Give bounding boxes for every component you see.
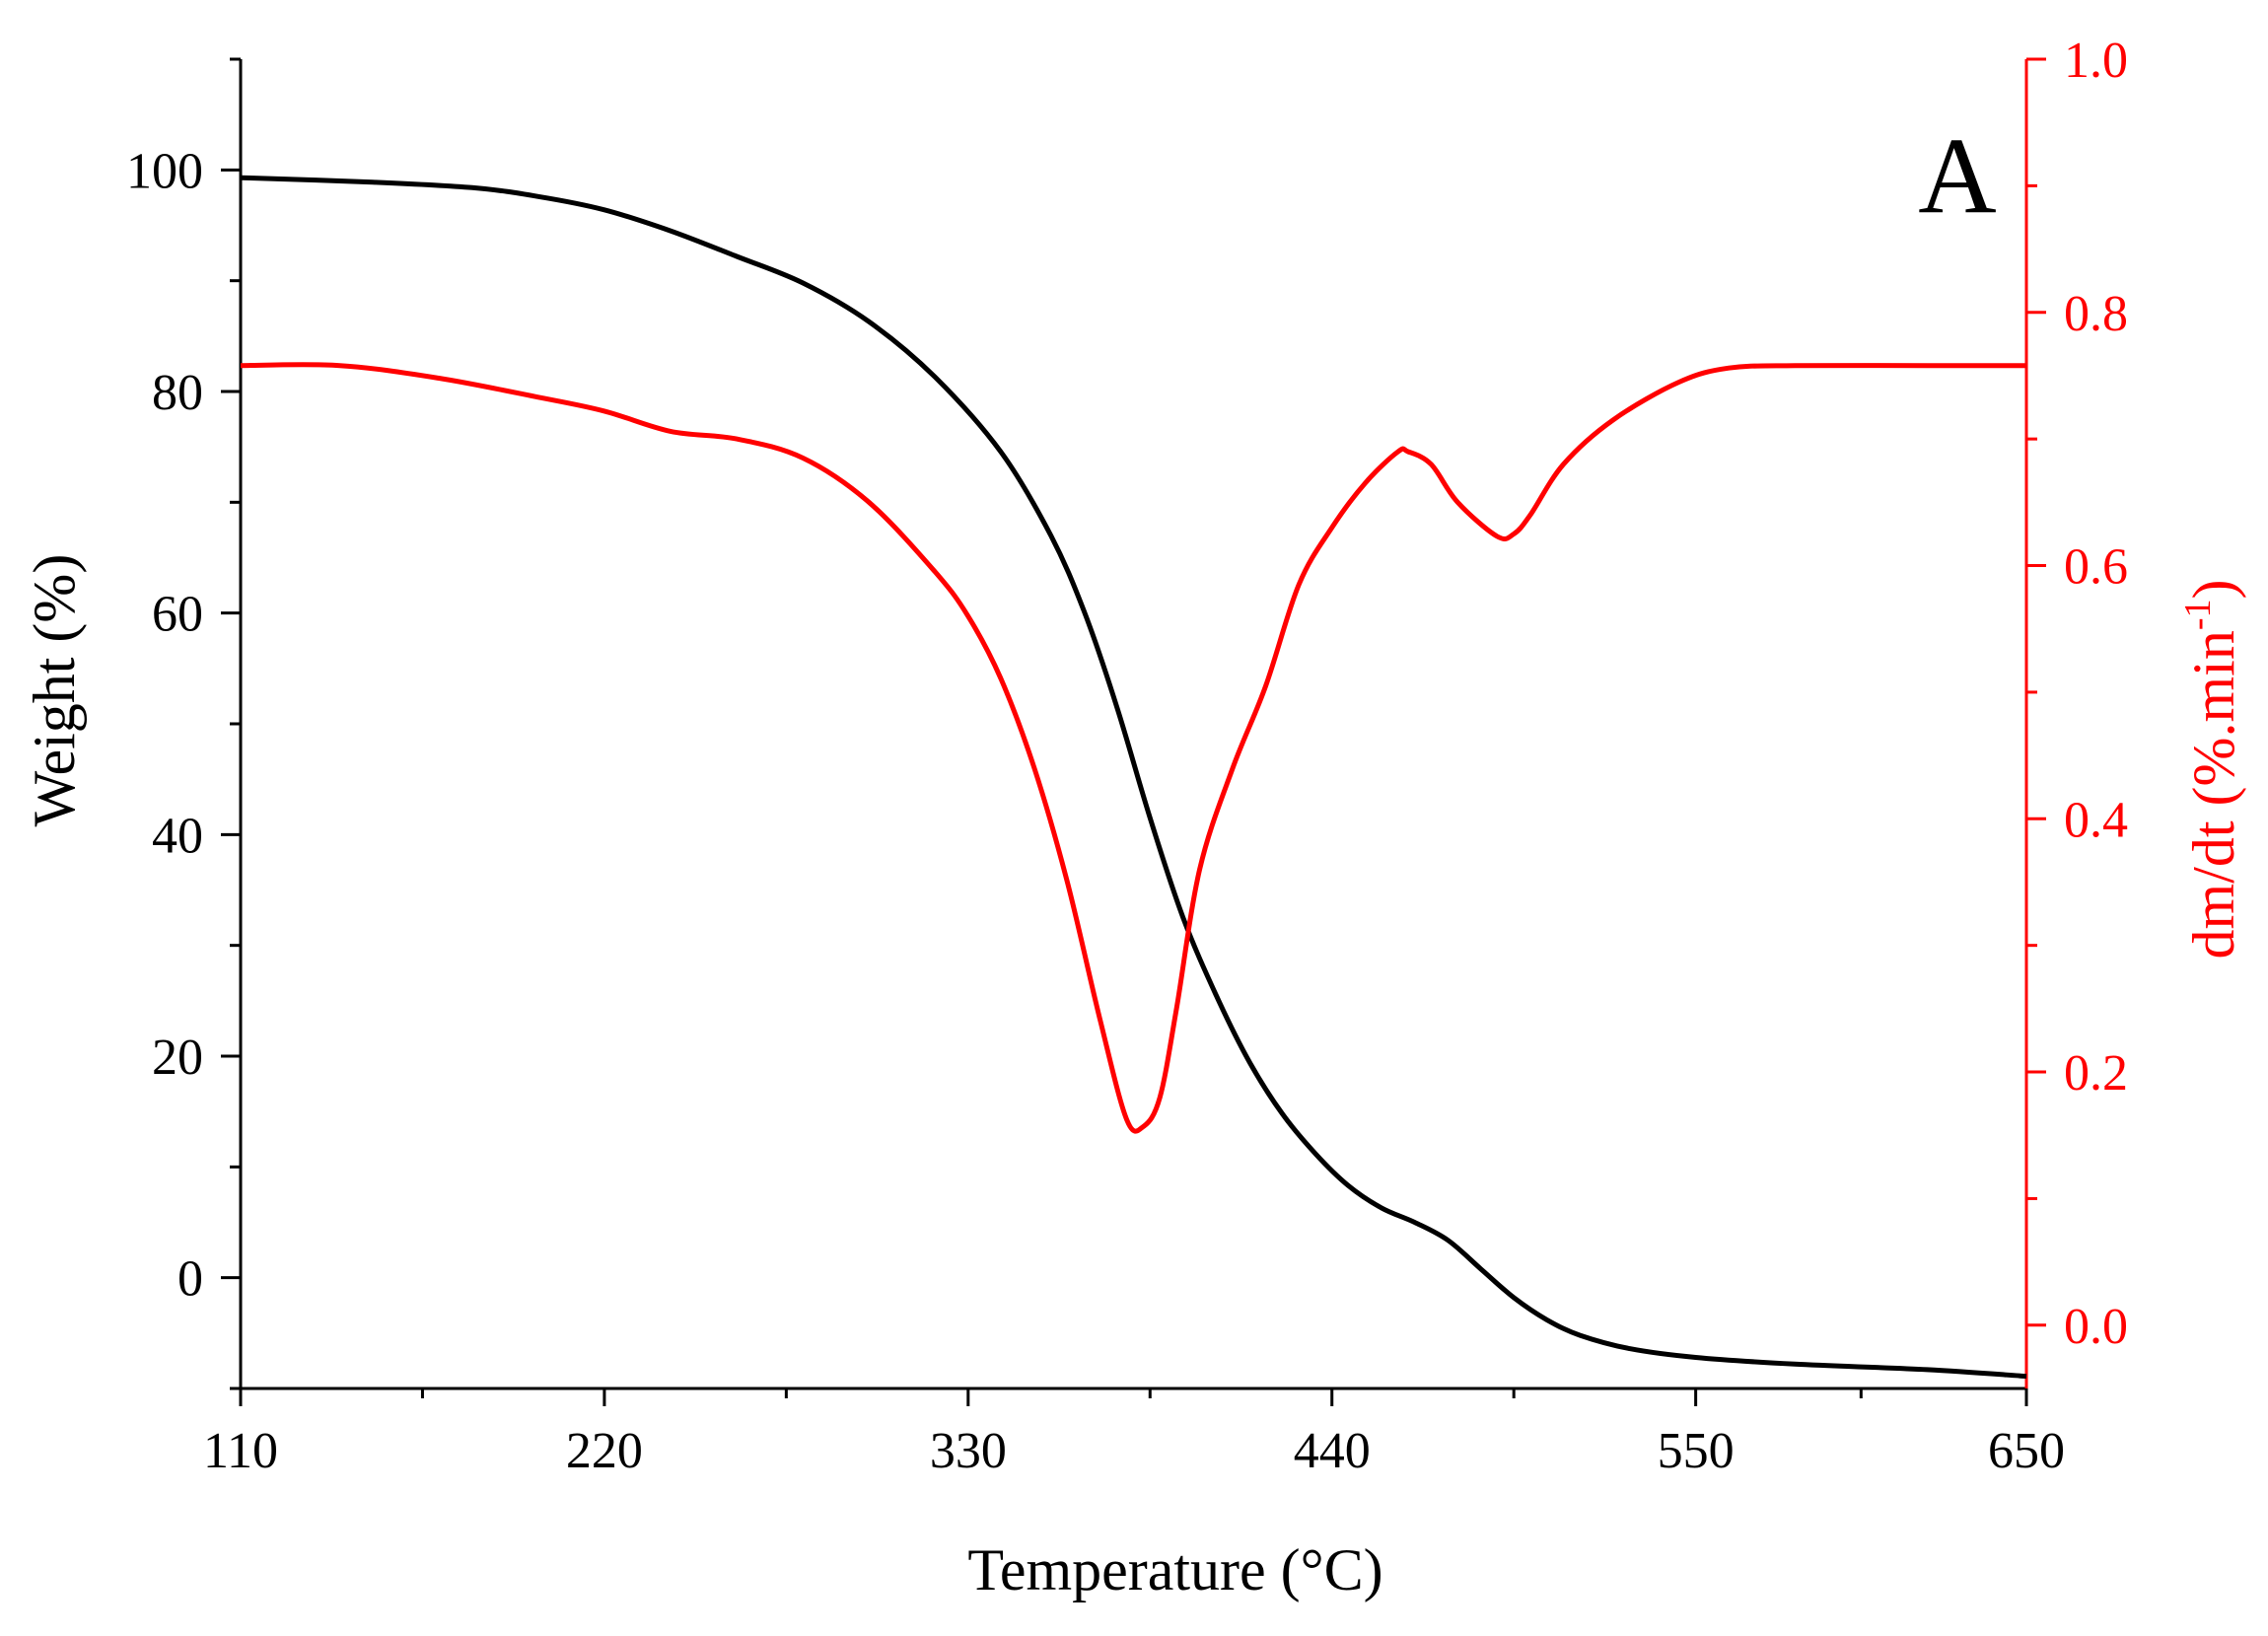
x-tick-label: 440 — [1294, 1423, 1371, 1479]
y-axis-right-title-base: dm/dt (%.min — [2181, 630, 2246, 959]
y-right-tick-label: 0.8 — [2064, 286, 2128, 342]
y-axis-right-title-sup: -1 — [2177, 600, 2219, 631]
y-left-tick-label: 80 — [152, 365, 203, 421]
x-tick-label: 330 — [930, 1423, 1007, 1479]
ticks-layer: 110 220 330 440 550 650 0 20 40 60 80 100 0.0 0.2 0.4 0… — [126, 33, 2128, 1479]
y-left-tick-label: 20 — [152, 1030, 203, 1086]
y-right-tick-label: 0.4 — [2064, 792, 2128, 848]
y-right-tick-label: 0.6 — [2064, 539, 2128, 596]
x-tick-label: 110 — [203, 1423, 278, 1479]
dmdt-series-line — [240, 362, 2026, 1134]
y-axis-left-title: Weight (%) — [22, 554, 87, 827]
y-right-tick-label: 0.0 — [2064, 1299, 2128, 1355]
x-tick-label: 220 — [566, 1423, 643, 1479]
y-right-tick-label: 0.2 — [2064, 1045, 2128, 1102]
x-tick-label: 650 — [1988, 1423, 2065, 1479]
series-layer — [240, 175, 2027, 1380]
weight-series-line — [240, 175, 2027, 1380]
y-left-tick-label: 60 — [152, 587, 203, 643]
x-axis-title: Temperature (°C) — [967, 1537, 1382, 1602]
y-left-tick-label: 40 — [152, 808, 203, 864]
y-right-tick-label: 1.0 — [2064, 33, 2128, 89]
x-tick-label: 550 — [1658, 1423, 1735, 1479]
y-axis-right-title: dm/dt (%.min-1) — [2177, 580, 2246, 960]
y-left-tick-label: 100 — [126, 143, 203, 199]
y-axis-right-title-close: ) — [2181, 580, 2246, 600]
plot-frame — [239, 59, 2028, 1390]
panel-label: A — [1918, 115, 1996, 236]
y-left-tick-label: 0 — [177, 1251, 203, 1308]
